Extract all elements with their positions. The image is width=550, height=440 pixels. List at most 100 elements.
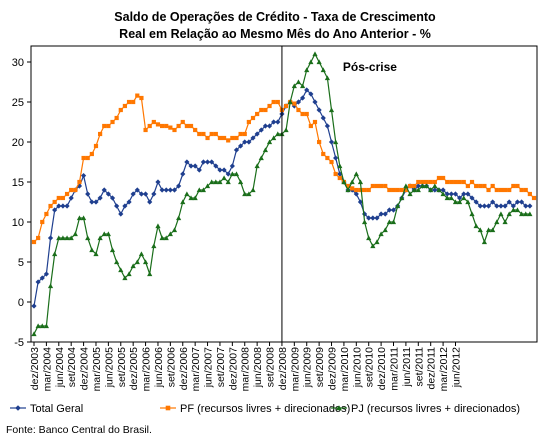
data-point [357,179,364,185]
x-tick-label: mar/2007 [190,347,202,392]
data-point [478,183,483,189]
data-point [167,187,173,193]
data-point [238,143,244,149]
data-point [440,187,446,193]
data-point [80,173,87,179]
data-point [164,123,169,129]
data-point [151,243,157,249]
x-tick-label: set/2011 [413,347,425,387]
x-tick-label: mar/2008 [240,347,252,392]
data-point [291,103,297,109]
data-point [76,183,83,189]
x-tick-label: dez/2005 [128,347,140,390]
x-tick-label: dez/2011 [426,347,438,390]
data-point [73,187,78,193]
data-point [444,195,450,201]
data-point [89,151,94,157]
data-point [262,123,269,129]
data-point [233,147,240,153]
series-2 [31,93,537,245]
data-point [266,139,273,145]
data-point [217,179,223,185]
data-point [200,187,207,193]
data-point [436,175,442,181]
data-point [130,263,136,269]
data-point [233,171,240,177]
data-point [238,131,243,137]
data-point [386,207,392,213]
data-point [498,187,504,193]
data-point [308,123,313,129]
data-point [213,163,219,169]
data-point [105,191,111,197]
x-tick-label: jun/2012 [450,347,462,388]
data-point [105,231,111,237]
data-point [72,231,78,237]
data-point [445,179,450,185]
x-tick-label: set/2005 [116,347,128,387]
data-point [465,199,471,205]
data-point [180,171,186,177]
data-point [457,195,463,201]
data-point [481,203,488,209]
data-point [490,183,495,189]
data-point [453,179,458,185]
data-point [31,239,37,245]
data-point [428,179,433,185]
x-tick-label: mar/2004 [41,347,53,392]
data-point [357,199,364,205]
data-point [188,123,194,129]
data-point [432,183,438,189]
data-point [48,203,53,209]
data-point [333,171,338,177]
x-tick-label: mar/2009 [289,347,301,392]
data-point [259,107,264,113]
data-point [80,215,87,221]
data-point [366,187,371,193]
data-point [97,235,103,241]
data-point [432,179,437,185]
x-tick-label: set/2007 [215,347,227,387]
y-tick-label: 10 [12,217,24,229]
data-point [473,223,479,229]
legend-label: PJ (recursos livres + direcionados) [351,403,520,415]
data-point [31,331,37,337]
x-tick-label: mar/2006 [141,347,153,392]
data-point [432,187,438,193]
data-point [114,203,120,209]
data-point [485,203,492,209]
x-tick-label: jun/2008 [252,347,264,388]
data-point [213,131,218,137]
data-point [122,203,128,209]
data-point [507,187,512,193]
data-point [523,187,528,193]
data-point [452,191,459,197]
data-point [205,135,210,141]
data-point [147,123,152,129]
data-point [378,211,384,217]
data-point [469,211,475,217]
data-point [101,187,107,193]
data-point [163,187,169,193]
x-tick-label: dez/2006 [178,347,190,390]
data-point [485,227,492,233]
data-point [474,183,479,189]
data-point [262,147,269,153]
data-point [165,405,171,411]
data-point [312,51,318,57]
x-tick-label: jun/2005 [103,347,115,388]
legend-label: Total Geral [30,403,83,415]
data-point [167,231,173,237]
x-tick-label: jun/2007 [203,347,215,388]
data-point [308,91,314,97]
data-point [64,235,70,241]
data-point [176,183,182,189]
data-point [184,191,190,197]
data-point [246,119,251,125]
data-point [514,207,521,213]
x-tick-label: jun/2004 [54,347,66,388]
data-point [312,119,318,125]
data-point [134,259,140,265]
data-point [399,195,405,201]
data-point [229,163,235,169]
